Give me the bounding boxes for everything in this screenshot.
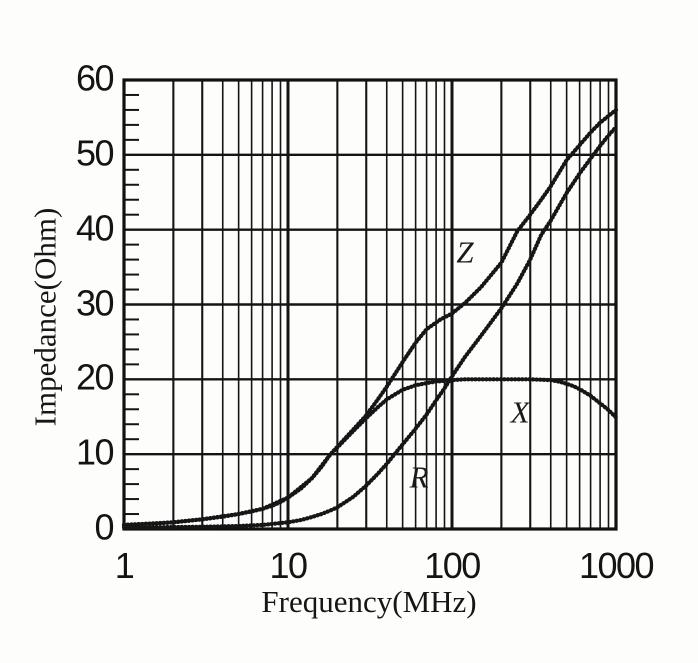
y-tick-label-30: 30 (75, 282, 115, 324)
curve-X (121, 377, 619, 527)
x-axis-title: Frequency(MHz) (261, 584, 477, 619)
y-tick-label-40: 40 (75, 207, 115, 249)
x-tick-label-1: 1 (114, 545, 135, 586)
curve-Z (121, 107, 619, 527)
curve-label-Z: Z (456, 234, 474, 270)
x-tick-label-100: 100 (424, 545, 481, 586)
curve-label-X: X (510, 394, 530, 430)
x-tick-label-10: 10 (269, 545, 308, 586)
x-tick-label-1000: 1000 (578, 545, 655, 586)
y-tick-label-10: 10 (75, 431, 115, 473)
y-tick-label-50: 50 (75, 132, 115, 174)
curve-label-R: R (409, 459, 429, 495)
plot-border (122, 78, 618, 531)
y-tick-label-60: 60 (75, 57, 115, 99)
curve-R (121, 125, 619, 530)
y-tick-label-20: 20 (75, 356, 115, 398)
y-tick-label-0: 0 (94, 506, 114, 548)
